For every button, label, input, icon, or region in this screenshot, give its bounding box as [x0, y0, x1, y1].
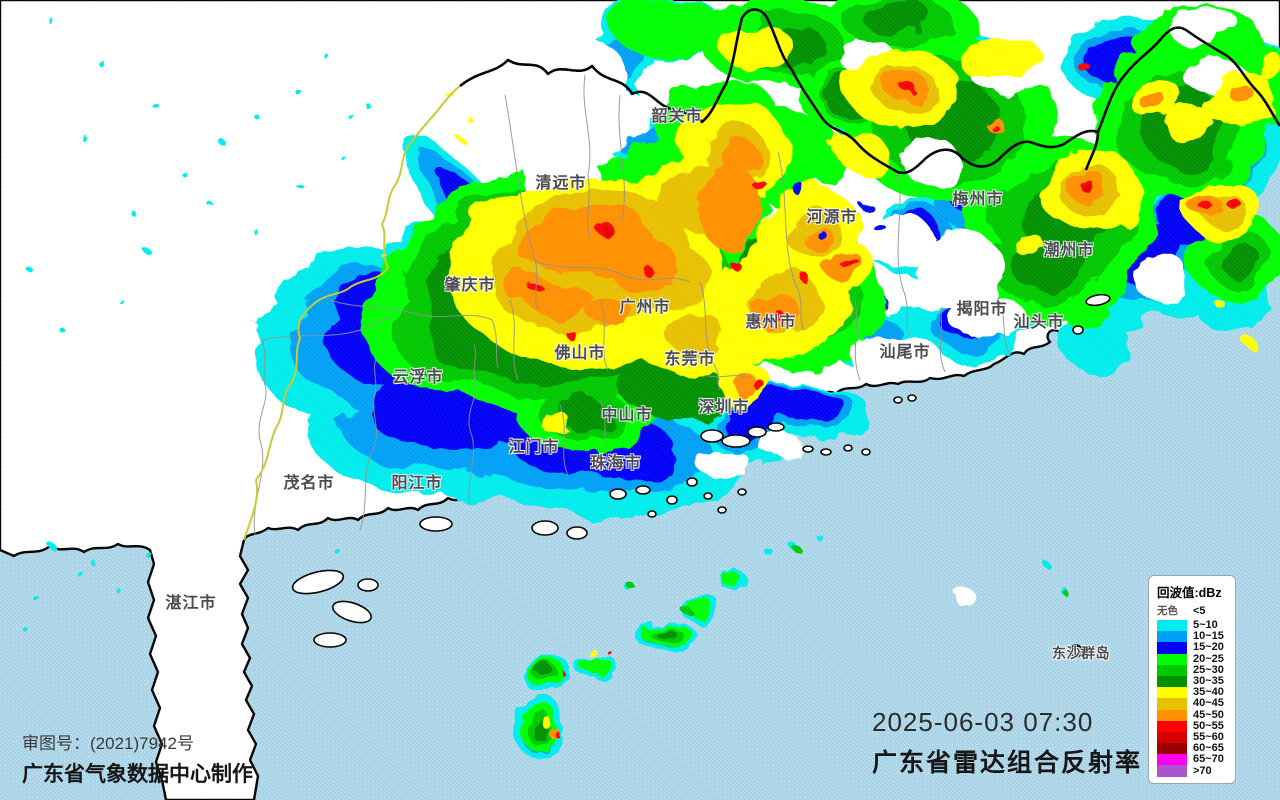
- city-label: 梅州市: [952, 191, 1004, 208]
- city-label: 云浮市: [392, 369, 444, 386]
- legend-row: 15~20: [1157, 641, 1235, 654]
- legend-title: 回波值:dBz: [1157, 586, 1222, 600]
- legend-row: 25~30: [1157, 663, 1235, 676]
- city-label: 揭阳市: [956, 301, 1008, 318]
- city-label: 汕头市: [1013, 314, 1065, 331]
- map-producer: 广东省气象数据中心制作: [22, 763, 253, 786]
- legend-range-label: 15~20: [1193, 641, 1224, 654]
- city-label: 阳江市: [391, 475, 443, 492]
- page-title: 广东省雷达组合反射率: [872, 749, 1143, 777]
- legend-swatch: [1157, 687, 1187, 699]
- legend-range-label: 60~65: [1193, 742, 1224, 755]
- city-label: 潮州市: [1043, 242, 1095, 259]
- city-label: 佛山市: [554, 345, 606, 362]
- province-border: [459, 8, 1280, 175]
- legend-row: 35~40: [1157, 686, 1235, 699]
- legend-swatch: [1157, 642, 1187, 654]
- city-label: 湛江市: [165, 595, 217, 612]
- legend-swatch: [1157, 631, 1187, 643]
- legend-swatch: [1157, 765, 1187, 777]
- radar-echo-field: [25, 0, 1280, 761]
- legend-row: 65~70: [1157, 753, 1235, 766]
- legend-range-label: 40~45: [1193, 697, 1224, 710]
- city-boundaries: [253, 74, 1011, 536]
- legend-range-label: 65~70: [1193, 753, 1224, 766]
- legend-row: 20~25: [1157, 652, 1235, 665]
- map-approval-number: 审图号：(2021)7942号: [22, 734, 194, 753]
- legend-range-label: 30~35: [1193, 675, 1224, 688]
- legend-row: 10~15: [1157, 630, 1235, 643]
- legend-swatch: [1157, 743, 1187, 755]
- city-label: 惠州市: [745, 314, 797, 331]
- city-label: 清远市: [535, 175, 587, 192]
- legend-row: 45~50: [1157, 708, 1235, 721]
- city-label: 茂名市: [283, 475, 335, 492]
- legend-range-label: 55~60: [1193, 730, 1224, 743]
- city-label: 深圳市: [698, 399, 750, 416]
- dongsha-atoll: [1069, 644, 1083, 658]
- legend-swatch: [1157, 675, 1187, 688]
- legend-row: 5~10: [1157, 619, 1235, 632]
- guangxi-border: [243, 85, 461, 541]
- legend-row: 30~35: [1157, 675, 1235, 688]
- city-label: 韶关市: [651, 108, 703, 125]
- legend-range-label: 10~15: [1193, 630, 1224, 643]
- city-label: 中山市: [601, 407, 653, 424]
- legend-range-label: >70: [1193, 764, 1212, 777]
- legend-panel: 回波值:dBz 无色 <5 5~10 10~15 15~20 20~25 25~30 30…: [1148, 575, 1236, 784]
- city-label: 河源市: [806, 209, 858, 226]
- legend-nocolor-row: 无色 <5: [1157, 604, 1235, 618]
- city-label: 江门市: [508, 439, 560, 456]
- legend-swatch: [1157, 620, 1187, 632]
- echo-specks: [25, 19, 1062, 760]
- city-label: 汕尾市: [879, 344, 931, 361]
- legend-nocolor-label: 无色: [1157, 605, 1178, 617]
- legend-range-label: 35~40: [1193, 686, 1224, 699]
- legend-range-label: 45~50: [1193, 708, 1224, 721]
- legend-range-label: 5~10: [1193, 619, 1218, 632]
- city-label: 广州市: [619, 299, 671, 316]
- legend-swatch: [1157, 720, 1187, 732]
- city-label: 肇庆市: [444, 277, 496, 294]
- map-credits: 审图号：(2021)7942号 广东省气象数据中心制作: [22, 729, 253, 788]
- city-label: 东沙群岛: [1052, 645, 1110, 661]
- legend-scale: 5~10 10~15 15~20 20~25 25~30 30~35 35~40 40~45 4…: [1157, 620, 1235, 777]
- city-label: 东莞市: [664, 351, 716, 368]
- map-title-block: 2025-06-03 07:30 广东省雷达组合反射率: [872, 707, 1142, 779]
- legend-row: 40~45: [1157, 697, 1235, 710]
- legend-row: 50~55: [1157, 719, 1235, 732]
- islands: [291, 293, 1111, 648]
- legend-nocolor-value: <5: [1193, 604, 1206, 617]
- legend-row: >70: [1157, 764, 1235, 777]
- legend-range-label: 20~25: [1193, 652, 1224, 665]
- legend-swatch: [1157, 709, 1187, 721]
- legend-row: 55~60: [1157, 730, 1235, 744]
- legend-range-label: 50~55: [1193, 719, 1224, 732]
- legend-range-label: 25~30: [1193, 663, 1224, 676]
- legend-swatch: [1157, 754, 1187, 766]
- legend-swatch: [1157, 653, 1187, 665]
- city-label: 珠海市: [590, 455, 642, 472]
- legend-swatch: [1157, 731, 1187, 744]
- observation-datetime: 2025-06-03 07:30: [872, 707, 1094, 737]
- legend-swatch: [1157, 698, 1187, 710]
- legend-row: 60~65: [1157, 742, 1235, 755]
- legend-swatch: [1157, 664, 1187, 676]
- echo-layer-55-60: [603, 85, 1234, 268]
